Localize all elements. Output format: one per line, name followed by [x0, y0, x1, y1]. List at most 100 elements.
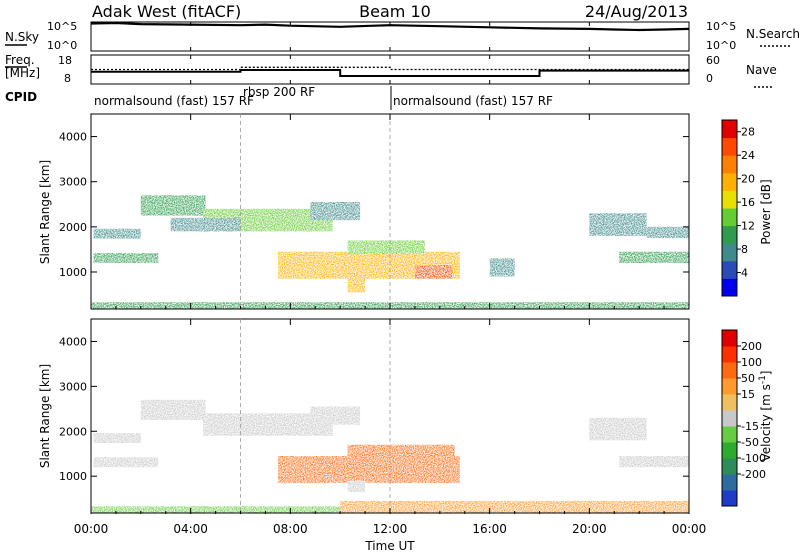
colorbar-tick-label: -200 [741, 468, 766, 481]
echo-band-11 [91, 506, 341, 513]
echo-band-11 [489, 258, 515, 277]
colorbar-segment [722, 362, 737, 379]
echo-band-5 [170, 217, 241, 232]
colorbar-segment [722, 458, 737, 475]
xtick-label: 00:00 [74, 522, 109, 536]
echo-band-2 [93, 253, 159, 263]
station-title: Adak West (fitACF) [92, 2, 241, 21]
echo-band-6 [310, 202, 361, 221]
ytick-label: 1000 [59, 266, 87, 279]
colorbar-tick-label: 4 [741, 267, 748, 280]
colorbar-frame [721, 329, 738, 507]
noise-panel: N.Sky 10^5 10^0 10^5 10^0 N.Search [5, 20, 800, 52]
ytick-label: 4000 [59, 335, 87, 348]
ytick-label: 2000 [59, 221, 87, 234]
colorbar-tick-label: 20 [741, 173, 755, 186]
colorbar-segment [722, 490, 737, 507]
xtick-label: 08:00 [273, 522, 308, 536]
echo-band-4 [203, 413, 333, 436]
velocity-colorbar: 200 100 50 15 -15 -50 -100 -200 [721, 329, 766, 507]
colorbar-tick-label: 24 [741, 149, 755, 162]
xtick-label: 20:00 [572, 522, 607, 536]
ytick-label: 4000 [59, 131, 87, 144]
echo-band-6 [277, 456, 460, 483]
colorbar-segment [722, 243, 737, 262]
xtick-label: 04:00 [173, 522, 208, 536]
colorbar-tick-label: 100 [741, 356, 762, 369]
colorbar-tick-label: 16 [741, 196, 755, 209]
colorbar-tick-label: 8 [741, 243, 748, 256]
colorbar-tick-label: 28 [741, 126, 755, 139]
colorbar-tick-label: -100 [741, 452, 766, 465]
ytick-label: 3000 [59, 380, 87, 393]
colorbar-tick-label: -50 [741, 436, 759, 449]
echo-band-10 [347, 276, 365, 293]
xtick-label: 12:00 [373, 522, 408, 536]
colorbar-segment [722, 225, 737, 244]
colorbar-segment [722, 346, 737, 363]
velocity-colorbar-label: Velocity [m s-1] [758, 371, 773, 462]
colorbar-segment [722, 426, 737, 443]
colorbar-tick-label: -15 [741, 420, 759, 433]
colorbar-tick-label: 12 [741, 220, 755, 233]
colorbar-segment [722, 378, 737, 395]
power-panel: 1000 2000 3000 4000 Slant Range [km] 4 8 12 16… [38, 113, 773, 310]
echo-band-1 [93, 228, 141, 239]
colorbar-segment [722, 155, 737, 174]
colorbar-tick-label: 50 [741, 372, 755, 385]
colorbar-segment [722, 260, 737, 279]
colorbar-segment [722, 137, 737, 156]
xaxis-label: Time UT [364, 539, 415, 553]
echo-band-14 [646, 226, 689, 239]
power-colorbar-label: Power [dB] [759, 179, 773, 244]
echo-band-10 [619, 456, 689, 468]
colorbar-segment [722, 442, 737, 459]
ytick-label: 2000 [59, 425, 87, 438]
colorbar-segment [722, 330, 737, 347]
colorbar-tick-label: 200 [741, 340, 762, 353]
colorbar-segment [722, 172, 737, 191]
colorbar-segment [722, 394, 737, 411]
echo-band-12 [589, 213, 647, 236]
echo-band-12 [340, 500, 689, 513]
colorbar-segment [722, 208, 737, 227]
echo-band-8 [347, 480, 365, 492]
colorbar-segment [722, 410, 737, 427]
cpid-segment-3: normalsound (fast) 157 RF [393, 94, 553, 108]
time-axis: 00:00 04:00 08:00 12:00 16:00 20:00 00:00 [74, 22, 707, 536]
echo-band-13 [619, 251, 689, 263]
power-colorbar: 4 8 12 16 20 24 28 [721, 119, 755, 297]
nave-line [91, 66, 689, 71]
cpid-segment-2: rbsp 200 RF [243, 85, 315, 99]
velocity-ylabel: Slant Range [km] [38, 364, 52, 468]
noise-left-label: N.Sky [5, 30, 39, 44]
frequency-panel: Freq. [MHz] 18 8 60 0 Nave [5, 53, 777, 88]
echo-band-9 [414, 265, 453, 279]
cpid-segment-1: normalsound (fast) 157 RF [94, 94, 254, 108]
cpid-row: CPID normalsound (fast) 157 RF rbsp 200 … [5, 85, 553, 110]
noise-right-tick-top: 10^5 [706, 20, 736, 33]
colorbar-tick-label: 15 [741, 388, 755, 401]
echo-band-7 [347, 444, 455, 459]
echo-band-1 [93, 433, 141, 443]
freq-tick-top: 18 [58, 54, 72, 67]
beam-title: Beam 10 [359, 2, 431, 21]
noise-frame [90, 21, 690, 52]
noise-left-tick-bottom: 10^0 [47, 39, 77, 52]
cpid-label: CPID [5, 90, 37, 104]
noise-right-label: N.Search [746, 27, 800, 41]
noise-left-tick-top: 10^5 [47, 20, 77, 33]
echo-band-3 [140, 195, 206, 216]
colorbar-frame [721, 119, 738, 297]
freq-tick-bottom: 8 [64, 72, 71, 85]
xtick-label: 00:00 [672, 522, 707, 536]
nave-label: Nave [746, 63, 777, 77]
freq-label: Freq. [5, 53, 35, 67]
nave-tick-top: 60 [706, 54, 720, 67]
echo-band-5 [310, 406, 361, 425]
freq-unit: [MHz] [5, 66, 40, 80]
echo-band-3 [140, 399, 206, 420]
date-title: 24/Aug/2013 [585, 2, 688, 21]
colorbar-segment [722, 278, 737, 297]
velocity-panel: 1000 2000 3000 4000 Slant Range [km] 200 100… [38, 318, 773, 514]
